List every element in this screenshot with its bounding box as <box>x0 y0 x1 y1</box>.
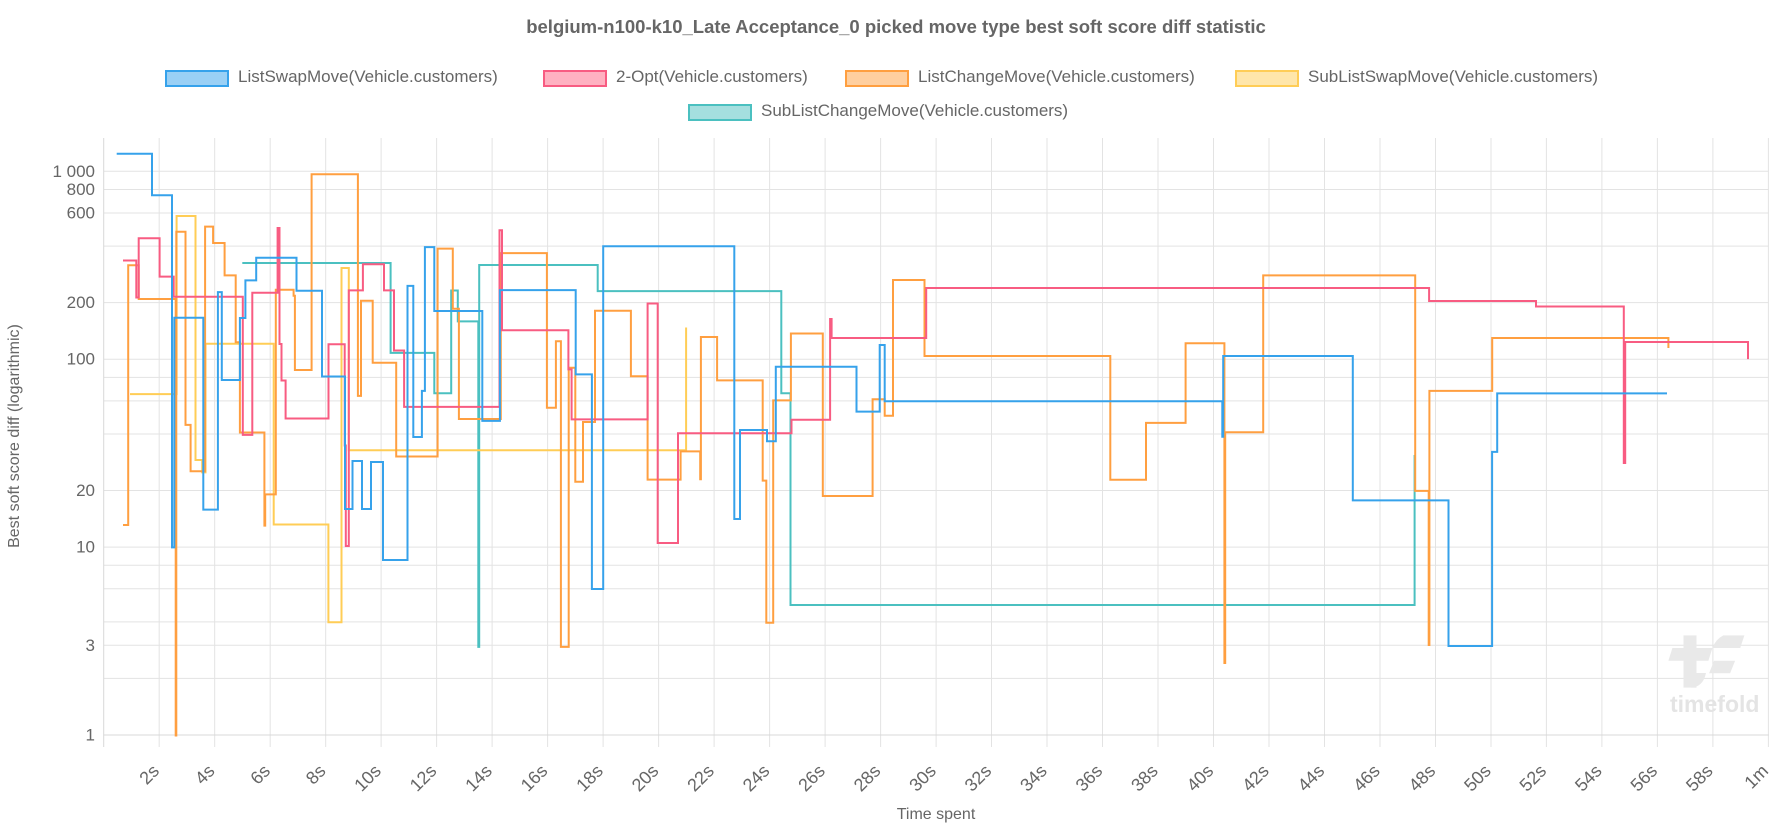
svg-text:800: 800 <box>67 180 95 199</box>
svg-text:32s: 32s <box>961 761 996 796</box>
svg-text:46s: 46s <box>1349 761 1384 796</box>
svg-text:26s: 26s <box>794 761 829 796</box>
svg-text:44s: 44s <box>1294 761 1329 796</box>
svg-text:30s: 30s <box>905 761 940 796</box>
svg-text:24s: 24s <box>739 761 774 796</box>
svg-text:1 000: 1 000 <box>52 162 95 181</box>
svg-text:1m: 1m <box>1740 761 1772 793</box>
svg-text:38s: 38s <box>1127 761 1162 796</box>
svg-text:200: 200 <box>67 293 95 312</box>
svg-text:600: 600 <box>67 204 95 223</box>
svg-text:Best soft score diff (logarith: Best soft score diff (logarithmic) <box>6 324 23 548</box>
svg-text:20s: 20s <box>628 761 663 796</box>
svg-text:10s: 10s <box>350 761 385 796</box>
svg-text:4s: 4s <box>191 761 219 789</box>
svg-text:22s: 22s <box>683 761 718 796</box>
svg-text:16s: 16s <box>517 761 552 796</box>
svg-text:14s: 14s <box>461 761 496 796</box>
svg-text:34s: 34s <box>1016 761 1051 796</box>
svg-text:1: 1 <box>86 726 95 745</box>
svg-text:40s: 40s <box>1183 761 1218 796</box>
svg-text:28s: 28s <box>850 761 885 796</box>
svg-text:50s: 50s <box>1460 761 1495 796</box>
svg-text:58s: 58s <box>1682 761 1717 796</box>
svg-text:12s: 12s <box>406 761 441 796</box>
svg-text:42s: 42s <box>1238 761 1273 796</box>
svg-text:52s: 52s <box>1516 761 1551 796</box>
svg-text:10: 10 <box>76 538 95 557</box>
svg-text:6s: 6s <box>246 761 274 789</box>
svg-text:3: 3 <box>86 636 95 655</box>
svg-text:48s: 48s <box>1405 761 1440 796</box>
svg-text:2s: 2s <box>135 761 163 789</box>
svg-text:Time spent: Time spent <box>897 806 976 823</box>
svg-text:20: 20 <box>76 481 95 500</box>
svg-text:56s: 56s <box>1627 761 1662 796</box>
svg-text:54s: 54s <box>1571 761 1606 796</box>
svg-text:8s: 8s <box>302 761 330 789</box>
svg-text:18s: 18s <box>572 761 607 796</box>
svg-text:timefold: timefold <box>1670 691 1759 717</box>
svg-text:36s: 36s <box>1072 761 1107 796</box>
svg-text:100: 100 <box>67 350 95 369</box>
